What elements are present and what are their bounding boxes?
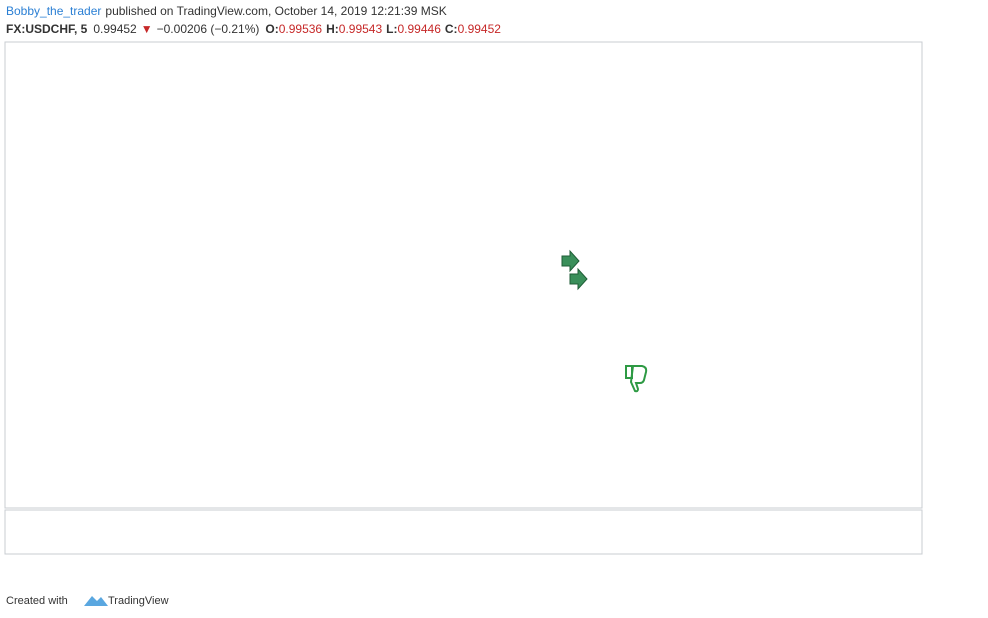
footer-text: Created with (6, 595, 68, 607)
ohlc-value: 0.99543 (339, 22, 383, 36)
ohlc-key: C: (445, 22, 458, 36)
header-line-1: Bobby_the_trader published on TradingView… (6, 4, 447, 18)
price-pane-border (4, 41, 923, 509)
arrow-marker (569, 267, 588, 291)
change: −0.00206 (−0.21%) (157, 22, 260, 36)
footer-brand[interactable]: TradingView (108, 595, 169, 607)
ohlc-value: 0.99452 (458, 22, 502, 36)
footer: Created with TradingView (6, 595, 169, 607)
thumbs-down-icon (625, 365, 648, 393)
header: Bobby_the_trader published on TradingView… (6, 4, 501, 36)
ohlc-value: 0.99536 (279, 22, 323, 36)
ohlc-key: L: (386, 22, 397, 36)
ohlc-value: 0.99446 (398, 22, 442, 36)
author[interactable]: Bobby_the_trader (6, 4, 101, 18)
symbol: FX:USDCHF, 5 (6, 22, 88, 36)
price: 0.99452 (93, 22, 137, 36)
ohlc-key: O: (265, 22, 278, 36)
annotations (561, 249, 648, 393)
arrow: ▼ (141, 22, 153, 36)
rsi-pane-border (4, 509, 923, 555)
logo (84, 596, 108, 606)
header-line-2: FX:USDCHF, 5 0.99452 ▼ −0.00206 (−0.21%) O:0… (6, 22, 501, 36)
ohlc-key: H: (326, 22, 339, 36)
arrow-marker (561, 249, 580, 273)
published: published on TradingView.com, October 14… (105, 4, 446, 18)
